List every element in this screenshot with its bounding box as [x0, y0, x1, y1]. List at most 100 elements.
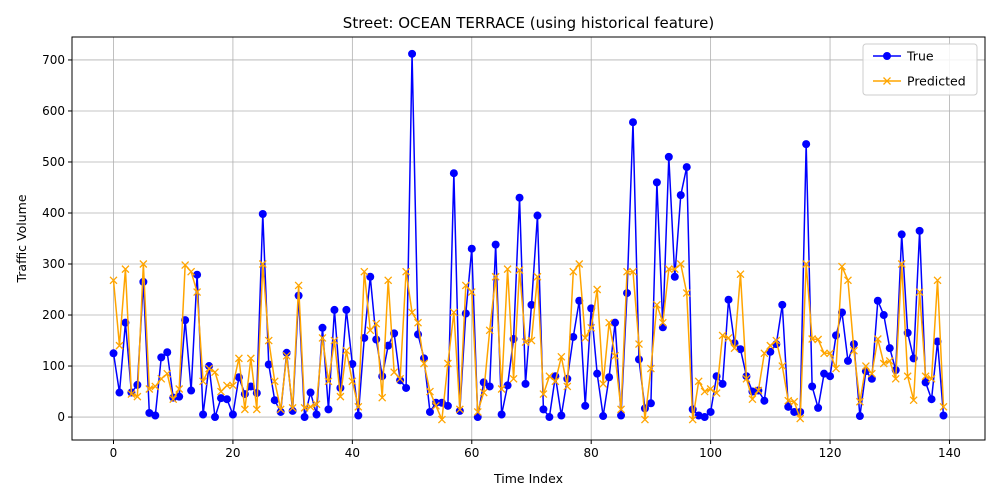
true-point	[790, 407, 799, 416]
true-point	[211, 413, 220, 422]
predicted-point	[927, 374, 936, 383]
predicted-point	[187, 267, 196, 276]
predicted-point	[909, 396, 918, 405]
true-point	[366, 272, 375, 281]
true-point	[933, 337, 942, 346]
true-point	[879, 311, 888, 320]
true-point	[139, 277, 148, 286]
predicted-point	[724, 334, 733, 342]
y-tick-label: 200	[42, 308, 65, 322]
true-point	[617, 411, 626, 420]
true-point	[151, 411, 160, 420]
predicted-point	[473, 407, 482, 416]
predicted-point	[885, 356, 894, 365]
predicted-point	[485, 326, 494, 335]
predicted-point	[855, 397, 864, 406]
true-point	[539, 405, 548, 414]
legend-true-label: True	[906, 49, 934, 64]
true-point	[449, 169, 458, 178]
predicted-point	[396, 374, 405, 383]
predicted-point	[360, 267, 369, 276]
true-point	[306, 388, 315, 397]
legend-predicted-label: Predicted	[907, 74, 966, 89]
true-point	[282, 348, 291, 357]
true-point	[324, 405, 333, 414]
predicted-point	[133, 392, 142, 401]
true-point	[581, 401, 590, 410]
y-axis-label: Traffic Volume	[14, 194, 29, 283]
predicted-point	[844, 276, 852, 285]
true-series	[109, 49, 948, 422]
true-point	[873, 296, 882, 305]
true-point	[425, 407, 434, 416]
true-point	[814, 403, 823, 412]
predicted-point	[491, 272, 500, 281]
predicted-point	[915, 288, 924, 297]
true-point	[664, 152, 673, 161]
predicted-point	[169, 395, 178, 404]
true-point	[682, 163, 691, 172]
predicted-point	[790, 397, 799, 406]
true-point	[718, 379, 727, 388]
predicted-point	[384, 276, 393, 285]
predicted-point	[479, 388, 488, 397]
true-point	[569, 332, 578, 341]
predicted-point	[879, 359, 888, 368]
x-tick-label: 140	[938, 446, 961, 460]
x-tick-label: 100	[699, 446, 722, 460]
true-point	[145, 408, 154, 417]
predicted-point	[563, 382, 572, 391]
y-tick-label: 600	[42, 104, 65, 118]
predicted-point	[234, 354, 243, 363]
true-point	[623, 289, 632, 298]
predicted-point	[521, 338, 530, 347]
true-point	[175, 392, 184, 401]
predicted-point	[593, 285, 602, 294]
predicted-point	[611, 351, 620, 360]
y-tick-label: 300	[42, 257, 65, 271]
true-point	[193, 270, 202, 279]
predicted-point	[861, 362, 870, 370]
true-point	[826, 372, 835, 381]
true-point	[527, 300, 536, 309]
true-point	[736, 345, 745, 354]
predicted-point	[700, 387, 709, 396]
predicted-point	[658, 318, 667, 327]
predicted-point	[258, 260, 267, 268]
true-point	[384, 341, 393, 350]
true-point	[706, 407, 715, 416]
predicted-point	[246, 354, 255, 363]
predicted-point	[461, 281, 470, 290]
predicted-point	[312, 400, 321, 409]
predicted-point	[211, 368, 219, 377]
true-point	[497, 410, 506, 419]
true-point	[205, 362, 214, 371]
predicted-point	[551, 377, 560, 386]
predicted-point	[832, 364, 840, 373]
true-point	[766, 347, 775, 356]
predicted-point	[640, 415, 649, 424]
predicted-point	[420, 359, 428, 368]
true-point	[199, 410, 208, 419]
predicted-point	[575, 260, 584, 268]
predicted-point	[772, 336, 781, 345]
predicted-point	[199, 377, 208, 386]
predicted-point	[509, 374, 518, 383]
predicted-series	[109, 260, 948, 424]
predicted-point	[605, 318, 614, 327]
true-point	[593, 369, 602, 378]
true-point	[784, 402, 793, 411]
true-point	[897, 230, 906, 239]
predicted-point	[342, 346, 351, 355]
true-point	[652, 178, 661, 187]
true-point	[270, 396, 279, 405]
true-point	[455, 406, 464, 415]
true-point	[557, 411, 566, 420]
predicted-point	[718, 331, 727, 340]
true-point	[820, 369, 829, 378]
true-point	[724, 295, 733, 304]
true-point	[288, 406, 297, 415]
predicted-point	[270, 377, 279, 386]
predicted-point	[437, 415, 446, 424]
predicted-point	[760, 349, 769, 358]
